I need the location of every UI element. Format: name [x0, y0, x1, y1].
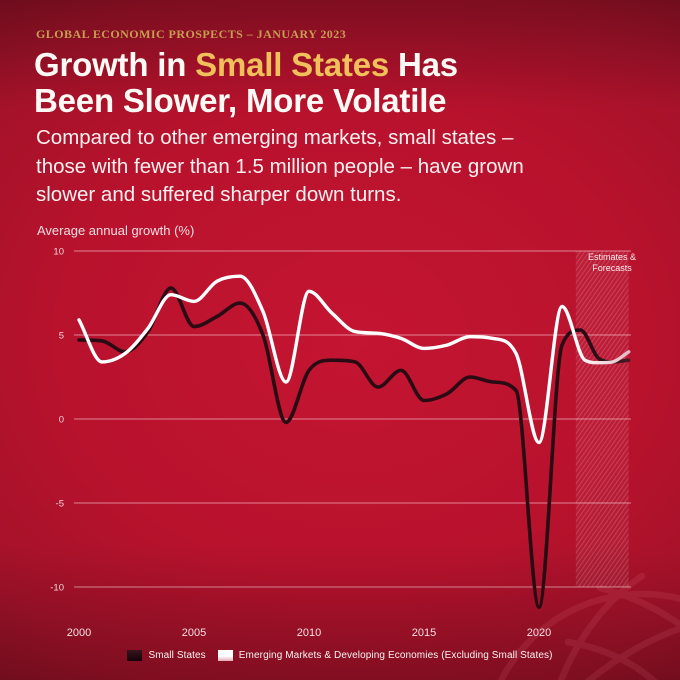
legend-item-small-states: Small States	[127, 650, 206, 661]
x-tick-label-2020: 2020	[527, 627, 551, 639]
chart-legend: Small States Emerging Markets & Developi…	[0, 650, 680, 661]
small-states-line	[77, 286, 631, 609]
x-tick-label-2010: 2010	[297, 627, 321, 639]
forecast-band-label: Estimates & Forecasts	[587, 252, 636, 273]
y-tick-label-0: 0	[59, 415, 64, 426]
page-title: Growth in Small States Has Been Slower, …	[34, 47, 458, 119]
y-tick-label-10: 10	[53, 247, 64, 258]
title-prefix: Growth in	[34, 46, 196, 83]
y-tick-label--10: -10	[50, 583, 64, 594]
x-tick-label-2005: 2005	[182, 627, 206, 639]
subtitle: Compared to other emerging markets, smal…	[36, 126, 524, 206]
legend-label-emde: Emerging Markets & Developing Economies …	[238, 650, 553, 661]
globe-watermark-icon	[497, 572, 680, 680]
y-tick-label--5: -5	[56, 499, 64, 510]
report-eyebrow: GLOBAL ECONOMIC PROSPECTS – JANUARY 2023	[36, 27, 347, 41]
title-suffix: Has	[389, 46, 458, 83]
y-tick-label-5: 5	[59, 331, 64, 342]
legend-item-emde: Emerging Markets & Developing Economies …	[217, 650, 553, 661]
small-states-swatch-icon	[127, 650, 143, 661]
y-axis-title: Average annual growth (%)	[37, 223, 195, 238]
title-highlight: Small States	[195, 46, 390, 83]
x-tick-label-2000: 2000	[67, 627, 91, 639]
title-line-1: Growth in Small States Has	[34, 46, 458, 83]
x-tick-label-2015: 2015	[412, 627, 436, 639]
title-line-2: Been Slower, More Volatile	[34, 82, 447, 119]
emde-swatch-icon	[217, 650, 233, 661]
legend-label-small-states: Small States	[148, 650, 206, 661]
emde-line	[77, 274, 631, 445]
